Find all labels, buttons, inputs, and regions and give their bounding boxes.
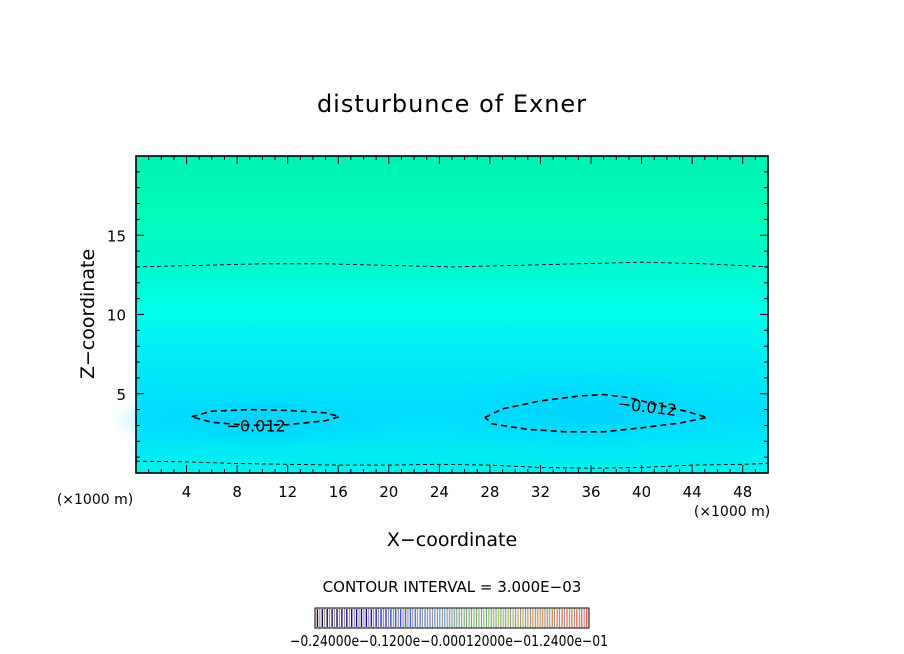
x-tick-label: 28 xyxy=(480,483,499,501)
color-scale-labels: −0.24000e−0.1200e−0.00012000e−01.2400e−0… xyxy=(290,632,608,650)
contour-interval-text: CONTOUR INTERVAL = 3.000E−03 xyxy=(323,578,582,596)
x-tick-label: 40 xyxy=(632,483,651,501)
x-tick-label: 4 xyxy=(182,483,192,501)
dashed-contour-line-2 xyxy=(135,460,769,469)
x-tick-labels: 4 8 12 16 20 24 28 32 36 40 44 48 xyxy=(182,483,752,501)
contour-line-1 xyxy=(191,408,343,427)
ticks-layer xyxy=(136,156,768,473)
x-tick-label: 48 xyxy=(733,483,752,501)
x-tick-label: 32 xyxy=(531,483,550,501)
x-axis-label: X−coordinate xyxy=(387,529,517,551)
x-tick-label: 24 xyxy=(430,483,449,501)
x-tick-label: 44 xyxy=(683,483,702,501)
color-scale-frame xyxy=(314,607,590,629)
x-unit-left: (×1000 m) xyxy=(57,492,133,508)
dashed-contour-line-1 xyxy=(135,261,769,268)
color-scale-bar xyxy=(314,608,589,628)
y-axis-label: Z−coordinate xyxy=(77,249,99,379)
x-tick-label: 12 xyxy=(278,483,297,501)
field-low-left xyxy=(110,388,410,452)
x-tick-label: 16 xyxy=(329,483,348,501)
contour-label-1: −0.012 xyxy=(226,416,285,435)
field-low-right xyxy=(420,365,760,455)
dashed-lines-layer xyxy=(135,261,769,469)
y-tick-label: 10 xyxy=(107,307,126,325)
y-tick-label: 5 xyxy=(116,386,126,404)
contours-layer xyxy=(191,393,708,433)
y-tick-label: 15 xyxy=(107,227,126,245)
x-tick-label: 8 xyxy=(232,483,242,501)
x-unit-right: (×1000 m) xyxy=(694,504,770,520)
chart-title: disturbunce of Exner xyxy=(317,90,587,118)
y-tick-labels: 5 10 15 xyxy=(107,227,126,404)
x-tick-label: 36 xyxy=(581,483,600,501)
x-tick-label: 20 xyxy=(379,483,398,501)
